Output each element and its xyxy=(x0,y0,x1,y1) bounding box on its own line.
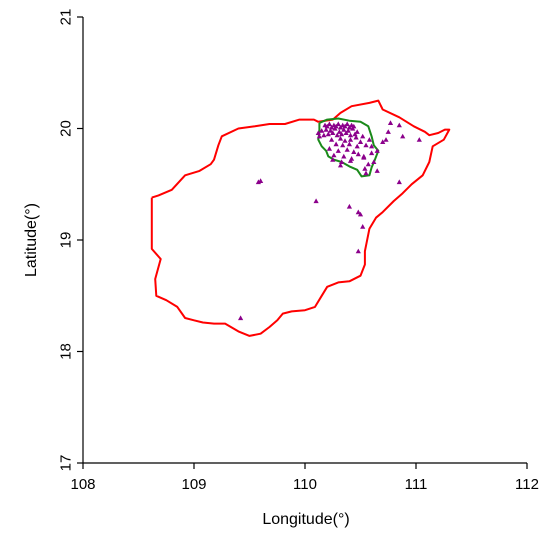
data-point xyxy=(335,148,341,153)
data-point xyxy=(340,142,346,148)
data-point xyxy=(369,143,375,149)
data-point xyxy=(321,132,327,138)
data-point xyxy=(374,168,380,173)
data-point xyxy=(396,122,402,128)
data-point xyxy=(354,129,360,134)
data-point xyxy=(347,132,354,138)
data-point xyxy=(363,170,369,176)
data-point xyxy=(344,147,350,152)
data-point xyxy=(355,209,361,215)
data-point xyxy=(332,125,338,131)
data-point xyxy=(354,143,360,149)
plot-area xyxy=(150,99,451,337)
x-tick-label: 108 xyxy=(70,476,95,493)
data-point xyxy=(316,133,322,139)
x-axis-title: Longitude(°) xyxy=(262,511,349,528)
data-point xyxy=(345,128,351,133)
data-point xyxy=(326,146,332,151)
data-point xyxy=(343,130,349,135)
data-point xyxy=(357,211,364,217)
data-point xyxy=(238,315,244,321)
data-point xyxy=(387,120,394,125)
data-point xyxy=(350,125,356,131)
data-point xyxy=(352,131,358,137)
data-point xyxy=(339,159,345,164)
data-point xyxy=(339,131,345,137)
data-point xyxy=(362,166,368,171)
x-tick-label: 109 xyxy=(181,476,206,493)
data-point xyxy=(400,133,406,139)
data-point xyxy=(335,121,341,127)
data-point xyxy=(366,137,372,142)
data-point xyxy=(349,156,355,161)
data-point xyxy=(341,153,347,159)
data-point xyxy=(323,127,329,132)
data-point xyxy=(351,149,357,154)
data-point xyxy=(396,179,402,185)
data-point xyxy=(327,128,334,133)
data-point xyxy=(357,139,364,144)
data-point xyxy=(313,198,319,204)
y-tick-label: 21 xyxy=(58,9,75,26)
data-point xyxy=(346,141,352,147)
data-point xyxy=(374,148,380,153)
data-point xyxy=(319,128,325,133)
data-point xyxy=(346,203,352,209)
x-tick-label: 110 xyxy=(293,476,317,493)
data-point xyxy=(325,131,331,137)
data-point xyxy=(329,137,335,142)
data-point xyxy=(361,153,367,159)
data-point xyxy=(365,161,371,167)
axes: 108 109 110 111 112 17 18 19 20 21 xyxy=(58,9,539,493)
data-point xyxy=(369,150,375,156)
data-point xyxy=(336,129,342,134)
data-point xyxy=(337,162,344,168)
y-tick-label: 20 xyxy=(58,120,75,137)
data-point xyxy=(330,157,336,162)
data-point xyxy=(344,121,350,127)
data-point xyxy=(330,130,336,135)
data-point xyxy=(383,137,389,142)
data-point xyxy=(355,151,361,157)
data-point xyxy=(347,137,354,142)
data-point xyxy=(360,133,366,139)
data-point xyxy=(326,121,332,127)
data-point xyxy=(380,139,386,144)
data-point xyxy=(334,132,340,138)
data-point xyxy=(258,178,264,183)
data-point xyxy=(341,127,347,132)
data-point xyxy=(337,135,344,141)
data-point xyxy=(371,159,377,164)
data-point xyxy=(333,141,339,147)
data-point xyxy=(342,138,348,143)
data-point xyxy=(416,137,422,142)
y-tick-label: 19 xyxy=(58,232,75,249)
island-outline xyxy=(150,99,451,337)
region-outline xyxy=(317,117,380,178)
data-point xyxy=(363,142,369,148)
x-tick-label: 112 xyxy=(515,476,539,493)
data-point xyxy=(315,130,321,135)
data-point xyxy=(385,129,391,134)
data-point xyxy=(355,248,361,254)
y-tick-label: 17 xyxy=(58,455,75,472)
x-tick-label: 111 xyxy=(405,476,428,493)
y-axis-title: Latitude(°) xyxy=(23,203,40,277)
data-point xyxy=(360,224,366,229)
data-point xyxy=(353,134,359,140)
y-tick-label: 18 xyxy=(58,343,75,360)
data-point xyxy=(331,152,337,158)
